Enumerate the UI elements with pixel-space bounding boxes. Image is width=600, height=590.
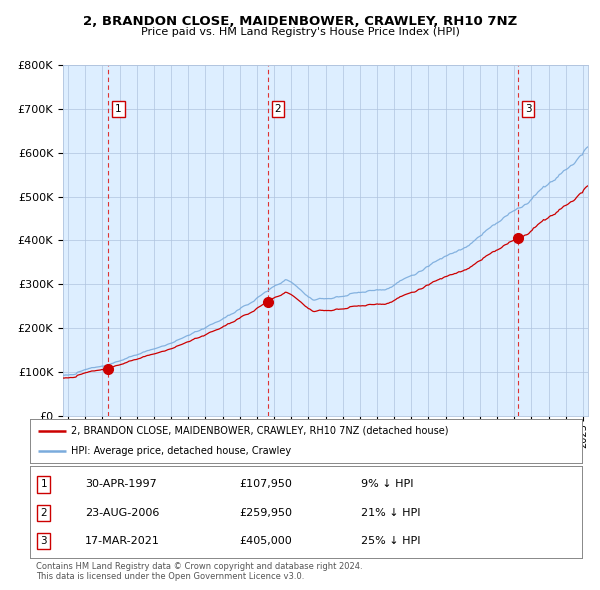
Text: £405,000: £405,000 — [240, 536, 293, 546]
Text: 2, BRANDON CLOSE, MAIDENBOWER, CRAWLEY, RH10 7NZ (detached house): 2, BRANDON CLOSE, MAIDENBOWER, CRAWLEY, … — [71, 426, 449, 436]
Text: 2: 2 — [275, 104, 281, 114]
Text: 17-MAR-2021: 17-MAR-2021 — [85, 536, 160, 546]
Text: HPI: Average price, detached house, Crawley: HPI: Average price, detached house, Craw… — [71, 446, 292, 456]
Text: 21% ↓ HPI: 21% ↓ HPI — [361, 508, 421, 518]
Text: 3: 3 — [40, 536, 47, 546]
Text: £107,950: £107,950 — [240, 480, 293, 489]
Text: Price paid vs. HM Land Registry's House Price Index (HPI): Price paid vs. HM Land Registry's House … — [140, 27, 460, 37]
Text: This data is licensed under the Open Government Licence v3.0.: This data is licensed under the Open Gov… — [36, 572, 304, 581]
Text: 25% ↓ HPI: 25% ↓ HPI — [361, 536, 421, 546]
Text: 2: 2 — [40, 508, 47, 518]
Text: 1: 1 — [40, 480, 47, 489]
Text: £259,950: £259,950 — [240, 508, 293, 518]
Text: 30-APR-1997: 30-APR-1997 — [85, 480, 157, 489]
Text: 9% ↓ HPI: 9% ↓ HPI — [361, 480, 414, 489]
Text: 23-AUG-2006: 23-AUG-2006 — [85, 508, 160, 518]
Text: 2, BRANDON CLOSE, MAIDENBOWER, CRAWLEY, RH10 7NZ: 2, BRANDON CLOSE, MAIDENBOWER, CRAWLEY, … — [83, 15, 517, 28]
Text: 1: 1 — [115, 104, 122, 114]
Text: Contains HM Land Registry data © Crown copyright and database right 2024.: Contains HM Land Registry data © Crown c… — [36, 562, 362, 571]
Text: 3: 3 — [524, 104, 532, 114]
